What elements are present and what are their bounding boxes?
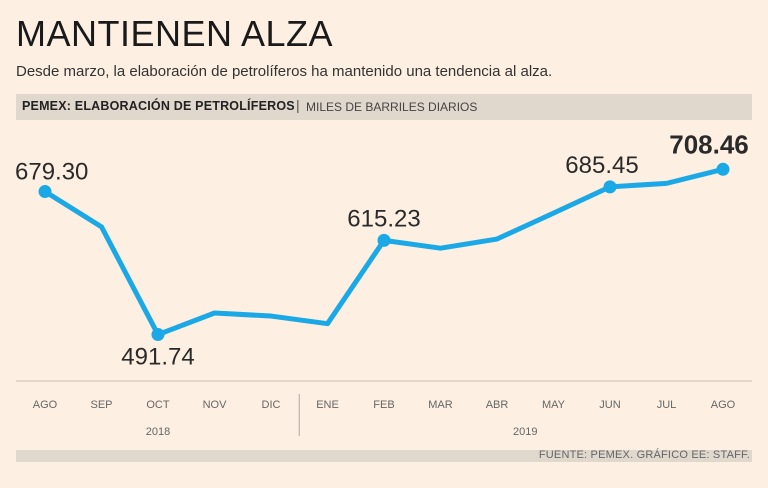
data-label: 615.23 bbox=[347, 205, 420, 232]
year-label: 2019 bbox=[513, 426, 537, 438]
series-line-path bbox=[42, 166, 726, 338]
x-axis: AGO SEP OCT NOV DIC ENE FEB MAR ABR MAY JUN JUL AGO 2… bbox=[33, 394, 736, 438]
x-tick-label: MAY bbox=[542, 399, 566, 411]
data-label: 679.30 bbox=[15, 159, 88, 186]
x-tick-label: SEP bbox=[90, 399, 112, 411]
page-title: MANTIENEN ALZA bbox=[16, 13, 334, 54]
data-labels: 679.30 491.74 615.23 685.45 708.46 bbox=[15, 129, 749, 370]
chart-label-bar: PEMEX: ELABORACIÓN DE PETROLÍFEROS | MIL… bbox=[16, 94, 752, 120]
series-line bbox=[42, 166, 726, 338]
x-tick-label: MAR bbox=[428, 399, 453, 411]
unit-label: MILES DE BARRILES DIARIOS bbox=[306, 100, 478, 114]
x-tick-label: AGO bbox=[33, 399, 58, 411]
data-points bbox=[38, 162, 730, 342]
year-label: 2018 bbox=[146, 426, 170, 438]
data-label: 708.46 bbox=[669, 129, 749, 159]
x-tick-label: JUL bbox=[657, 399, 677, 411]
x-tick-label: AGO bbox=[711, 399, 736, 411]
data-point bbox=[377, 233, 391, 247]
x-tick-label: FEB bbox=[373, 399, 394, 411]
data-label: 685.45 bbox=[565, 152, 638, 179]
footer-band bbox=[16, 450, 752, 462]
x-tick-label: ABR bbox=[486, 399, 509, 411]
chart-title-label: PEMEX: ELABORACIÓN DE PETROLÍFEROS bbox=[22, 99, 295, 113]
data-point bbox=[716, 162, 730, 176]
x-tick-label: DIC bbox=[262, 399, 281, 411]
label-separator: | bbox=[296, 97, 300, 113]
x-tick-label: NOV bbox=[203, 399, 228, 411]
subtitle: Desde marzo, la elaboración de petrolífe… bbox=[16, 63, 553, 80]
data-label: 491.74 bbox=[121, 344, 194, 371]
data-point bbox=[38, 185, 52, 199]
data-point bbox=[151, 328, 165, 342]
data-point bbox=[603, 180, 617, 194]
x-tick-label: OCT bbox=[146, 399, 170, 411]
x-tick-label: ENE bbox=[316, 399, 339, 411]
x-tick-label: JUN bbox=[599, 399, 620, 411]
source-note: FUENTE: PEMEX. GRÁFICO EE: STAFF. bbox=[538, 449, 750, 461]
